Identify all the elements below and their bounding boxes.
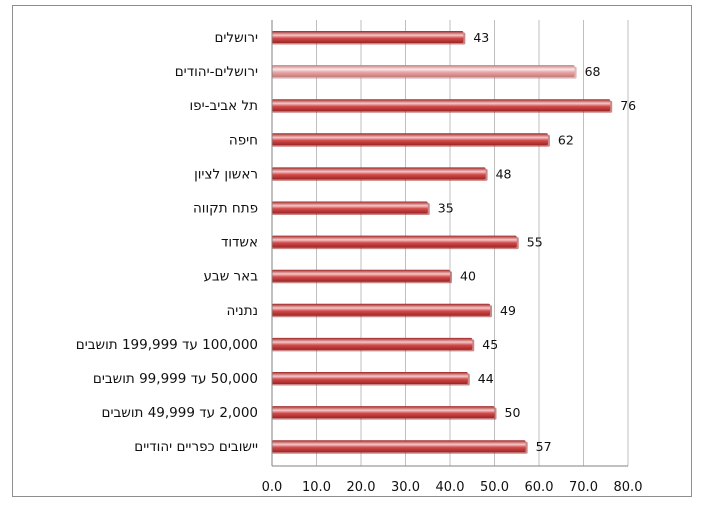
value-label: 62 <box>558 132 574 147</box>
value-label: 43 <box>473 30 489 45</box>
x-tick-label: 80.0 <box>614 480 643 495</box>
x-tick-label: 20.0 <box>347 480 376 495</box>
bar <box>272 133 548 146</box>
value-label: 45 <box>482 337 498 352</box>
category-label: 100,000 עד 199,999 תושבים <box>76 337 258 353</box>
category-label: יישובים כפריים יהודיים <box>134 439 258 455</box>
category-label: תל אביב-יפו <box>190 98 259 114</box>
x-tick-label: 50.0 <box>480 480 509 495</box>
bar <box>272 235 517 248</box>
x-tick-label: 70.0 <box>569 480 598 495</box>
value-label: 48 <box>496 166 512 181</box>
bar <box>272 31 464 43</box>
value-label: 49 <box>500 303 516 318</box>
bar <box>272 65 575 78</box>
bar <box>272 372 468 384</box>
x-tick-label: 40.0 <box>436 480 465 495</box>
category-label: ירושלים <box>214 30 258 46</box>
x-tick-label: 60.0 <box>525 480 554 495</box>
value-label: 40 <box>460 269 476 284</box>
category-label: באר שבע <box>203 269 258 285</box>
x-tick-label: 10.0 <box>302 480 331 495</box>
x-tick-label: 0.0 <box>262 480 283 495</box>
category-label: ראשון לציון <box>194 166 258 182</box>
value-labels: 43 68 76 62 48 35 55 40 49 45 44 50 57 <box>438 30 636 454</box>
bar <box>272 269 450 282</box>
category-label: אשדוד <box>221 235 258 251</box>
bar <box>272 167 486 180</box>
value-label: 50 <box>505 405 521 420</box>
value-label: 76 <box>620 98 636 113</box>
category-label: 2,000 עד 49,999 תושבים <box>101 405 258 421</box>
value-label: 35 <box>438 201 454 216</box>
value-label: 57 <box>536 439 552 454</box>
value-label: 44 <box>478 371 494 386</box>
category-label: חיפה <box>229 132 258 148</box>
bars <box>272 31 613 454</box>
value-label: 68 <box>585 64 601 79</box>
bar <box>272 303 491 316</box>
category-label: 50,000 עד 99,999 תושבים <box>93 371 258 387</box>
bar <box>272 201 428 214</box>
category-label: נתניה <box>226 303 258 319</box>
bar <box>272 99 611 112</box>
category-label: ירושלים-יהודים <box>175 64 258 80</box>
bar <box>272 337 473 350</box>
category-label: פתח תקווה <box>193 201 258 217</box>
value-label: 55 <box>527 235 543 250</box>
bar <box>272 406 495 419</box>
x-axis: 0.0 10.0 20.0 30.0 40.0 50.0 60.0 70.0 80.0 <box>262 20 643 495</box>
x-tick-label: 30.0 <box>391 480 420 495</box>
bar <box>272 440 526 453</box>
category-labels: ירושלים ירושלים-יהודים תל אביב-יפו חיפה ראשו… <box>76 30 258 455</box>
